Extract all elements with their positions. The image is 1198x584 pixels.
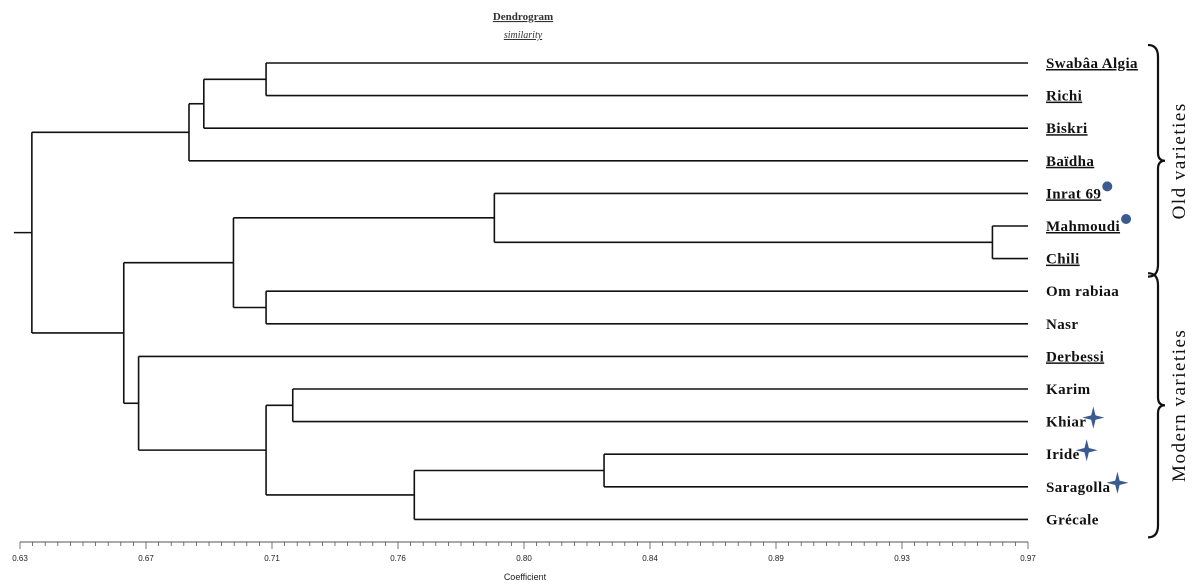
group-bracket — [1147, 272, 1166, 539]
chart-title: Dendrogram — [493, 11, 553, 23]
leaf-label: Biskri — [1046, 121, 1088, 137]
leaf-label: Nasr — [1046, 317, 1078, 333]
x-tick-label: 0.89 — [768, 554, 784, 563]
x-tick-label: 0.80 — [516, 554, 532, 563]
x-tick-label: 0.97 — [1020, 554, 1036, 563]
group-bracket — [1147, 43, 1166, 278]
leaf-label: Swabâa Algia — [1046, 56, 1138, 72]
group-brackets: Old varieties Modern varieties — [1147, 43, 1190, 539]
chart-subtitle: similarity — [504, 30, 543, 41]
leaf-label: Om rabiaa — [1046, 284, 1119, 300]
x-tick-label: 0.67 — [138, 554, 154, 563]
x-axis: 0.63 0.67 0.71 0.76 0.80 0.84 0.89 0.93 0.97 — [12, 541, 1036, 563]
x-tick-label: 0.84 — [642, 554, 658, 563]
star-marker-icon — [1106, 471, 1129, 494]
leaf-label: Iride — [1046, 447, 1080, 463]
group-label: Old varieties — [1169, 102, 1190, 219]
x-tick-label: 0.76 — [390, 554, 406, 563]
group-label: Modern varieties — [1169, 329, 1190, 482]
leaf-label: Khiar — [1046, 415, 1086, 431]
star-marker-icon — [1075, 439, 1098, 462]
leaf-label: Richi — [1046, 89, 1082, 105]
star-marker-icon — [1082, 406, 1105, 429]
dendrogram-branches — [13, 62, 1028, 521]
leaf-markers — [1075, 181, 1132, 494]
circle-marker-icon — [1121, 214, 1132, 224]
leaf-label: Derbessi — [1046, 349, 1104, 365]
x-axis-label: Coefficient — [504, 572, 547, 582]
leaf-label: Grécale — [1046, 512, 1099, 528]
leaf-label: Chili — [1046, 252, 1080, 268]
leaf-label: Saragolla — [1046, 480, 1111, 496]
leaf-label: Mahmoudi — [1046, 219, 1120, 235]
leaf-label: Inrat 69 — [1046, 186, 1101, 202]
leaf-label: Baïdha — [1046, 154, 1094, 170]
leaf-label: Karim — [1046, 382, 1091, 398]
circle-marker-icon — [1102, 181, 1113, 192]
leaf-labels: Swabâa Algia Richi Biskri Baïdha Inrat 69 Mah… — [1046, 56, 1138, 528]
x-tick-label: 0.93 — [894, 554, 910, 563]
x-tick-label: 0.63 — [12, 554, 28, 563]
x-tick-label: 0.71 — [264, 554, 280, 563]
